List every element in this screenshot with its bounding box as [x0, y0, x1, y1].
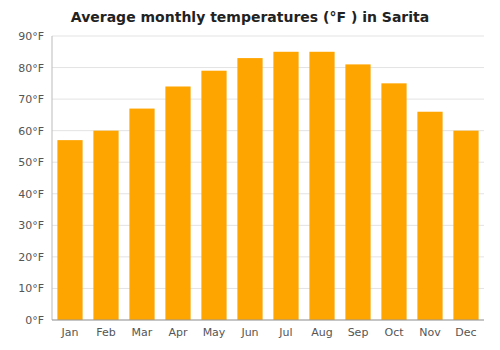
- y-tick-label: 40°F: [18, 188, 44, 201]
- x-tick-label: May: [203, 326, 226, 339]
- bar: [381, 83, 406, 320]
- grid-line: [52, 99, 484, 100]
- y-tick-label: 80°F: [18, 62, 44, 75]
- bar: [93, 131, 118, 320]
- x-tick-label: Jun: [240, 326, 258, 339]
- bars: [57, 52, 478, 320]
- bar: [273, 52, 298, 320]
- background: [0, 0, 500, 350]
- y-tick-label: 10°F: [18, 282, 44, 295]
- y-tick-label: 60°F: [18, 125, 44, 138]
- bar: [201, 71, 226, 320]
- bar: [453, 131, 478, 320]
- bar: [165, 86, 190, 320]
- x-axis: Jan Feb Mar Apr May Jun Jul Aug Sep Oct Nov Dec: [61, 326, 477, 339]
- y-tick-label: 90°F: [18, 30, 44, 43]
- bar: [237, 58, 262, 320]
- bar: [309, 52, 334, 320]
- bar: [417, 112, 442, 320]
- x-tick-label: Oct: [384, 326, 404, 339]
- y-tick-label: 30°F: [18, 219, 44, 232]
- x-tick-label: Jul: [278, 326, 292, 339]
- x-tick-label: Sep: [348, 326, 369, 339]
- title: Average monthly temperatures (°F ) in Sa…: [71, 9, 429, 25]
- y-tick-label: 70°F: [18, 93, 44, 106]
- x-tick-label: Mar: [132, 326, 153, 339]
- y-tick-label: 0°F: [25, 314, 44, 327]
- x-tick-label: Apr: [168, 326, 188, 339]
- y-axis-line: [52, 36, 53, 320]
- x-tick-label: Nov: [419, 326, 441, 339]
- grid-line: [52, 36, 484, 37]
- y-tick-label: 50°F: [18, 156, 44, 169]
- bar: [57, 140, 82, 320]
- x-axis-line: [52, 320, 484, 321]
- x-tick-label: Aug: [311, 326, 332, 339]
- x-tick-label: Dec: [455, 326, 476, 339]
- grid-line: [52, 320, 484, 321]
- y-axis: 0°F 10°F 20°F 30°F 40°F 50°F 60°F 70°F 80°F 90°F: [18, 30, 484, 327]
- x-tick-label: Jan: [61, 326, 79, 339]
- bar: [345, 64, 370, 320]
- grid-line: [52, 67, 484, 68]
- chart: Average monthly temperatures (°F ) in Sa…: [0, 0, 500, 350]
- x-tick-label: Feb: [96, 326, 115, 339]
- y-tick-label: 20°F: [18, 251, 44, 264]
- bar: [129, 109, 154, 320]
